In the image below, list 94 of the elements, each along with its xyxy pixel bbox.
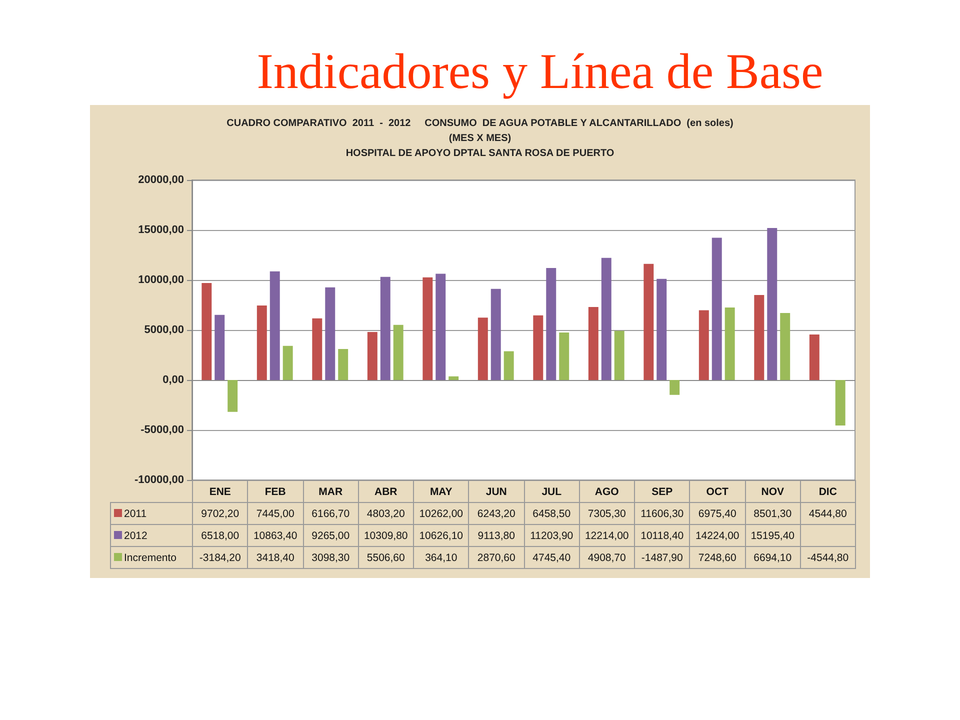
bar	[202, 282, 212, 380]
bar	[835, 380, 846, 426]
bar	[767, 228, 778, 380]
bar	[338, 349, 348, 380]
x-tick-label: OCT	[690, 480, 745, 502]
bar	[644, 264, 654, 380]
x-tick-label: SEP	[634, 480, 690, 502]
x-tick-label: MAY	[414, 480, 469, 502]
bar	[367, 332, 378, 380]
data-label: 14224,00	[690, 524, 745, 546]
bar	[780, 313, 790, 380]
bar	[712, 238, 722, 380]
data-label: -4544,80	[800, 546, 856, 568]
data-label: 2870,60	[468, 546, 524, 568]
bar	[504, 351, 514, 380]
data-label: 6458,50	[524, 502, 580, 524]
bar	[670, 380, 680, 395]
y-tick-label: 20000,00	[138, 174, 184, 186]
data-label: 9265,00	[303, 524, 358, 546]
bar	[325, 287, 336, 380]
chart-title: Indicadores y Línea de Base	[256, 42, 824, 100]
bar	[422, 277, 433, 380]
bar	[228, 380, 238, 412]
data-label: 7305,30	[579, 502, 634, 524]
data-label: 5506,60	[358, 546, 414, 568]
bar	[724, 308, 735, 380]
x-tick-label: AGO	[579, 480, 634, 502]
chart-subtitle: CUADRO COMPARATIVO 2011 - 2012 CONSUMO DE AGUA POTABLE Y ALCANTARILLADO (en soles) (MES X MES) HOSPITAL DE APOYO DPTAL SANTA ROSA DE PUERTO	[226, 117, 734, 161]
data-label: 10626,10	[414, 524, 469, 546]
data-label: 8501,30	[745, 502, 800, 524]
x-tick-label: DIC	[800, 480, 856, 502]
data-label: 364,10	[414, 546, 469, 568]
bar	[656, 278, 667, 380]
data-label: 6975,40	[690, 502, 745, 524]
data-label: 4745,40	[524, 546, 580, 568]
bar	[312, 318, 322, 380]
bar	[490, 288, 501, 380]
data-label: 9702,20	[192, 502, 248, 524]
data-label: 4544,80	[800, 502, 856, 524]
x-tick-label: NOV	[745, 480, 800, 502]
bar	[614, 330, 624, 380]
data-label: 10118,40	[634, 524, 690, 546]
data-label: -1487,90	[634, 546, 690, 568]
legend-label: Incremento	[110, 546, 192, 568]
bar	[698, 310, 709, 380]
y-tick-label: 10000,00	[138, 274, 184, 286]
data-label: 3098,30	[303, 546, 358, 568]
x-tick-label: FEB	[248, 480, 303, 502]
bar	[809, 334, 820, 380]
bar	[270, 271, 280, 380]
x-tick-label: ENE	[192, 480, 248, 502]
bar	[546, 268, 556, 380]
data-label: 3418,40	[248, 546, 303, 568]
bar	[754, 294, 764, 380]
x-tick-label: JUN	[468, 480, 524, 502]
bar	[601, 258, 612, 380]
y-tick-label: -5000,00	[140, 424, 184, 436]
data-label: 4803,20	[358, 502, 414, 524]
y-tick-label: -10000,00	[134, 474, 184, 486]
data-label: 11203,90	[524, 524, 580, 546]
y-tick-label: 0,00	[162, 374, 184, 386]
data-label: 6243,20	[468, 502, 524, 524]
data-label: 10863,40	[248, 524, 303, 546]
bar	[533, 315, 544, 380]
data-label: 6518,00	[192, 524, 248, 546]
bar	[380, 276, 390, 380]
x-tick-label: JUL	[524, 480, 580, 502]
data-label: 6694,10	[745, 546, 800, 568]
data-label: 12214,00	[579, 524, 634, 546]
bar	[478, 318, 488, 380]
x-tick-label: ABR	[358, 480, 414, 502]
bar	[588, 306, 598, 380]
legend-label: 2012	[110, 524, 192, 546]
bar	[282, 346, 293, 380]
bar	[559, 332, 570, 380]
x-tick-label: MAR	[303, 480, 358, 502]
y-tick-label: 15000,00	[138, 224, 184, 236]
data-label: 10262,00	[414, 502, 469, 524]
data-label: 6166,70	[303, 502, 358, 524]
data-label: 7445,00	[248, 502, 303, 524]
data-label: 15195,40	[745, 524, 800, 546]
bar	[448, 376, 459, 380]
bar	[436, 274, 446, 380]
data-label: 4908,70	[579, 546, 634, 568]
data-label: 11606,30	[634, 502, 690, 524]
legend-label: 2011	[110, 502, 192, 524]
bar	[214, 314, 225, 380]
data-label: 7248,60	[690, 546, 745, 568]
bar	[256, 306, 267, 380]
data-label: 9113,80	[468, 524, 524, 546]
data-label: 10309,80	[358, 524, 414, 546]
bar	[393, 324, 404, 380]
data-label: -3184,20	[192, 546, 248, 568]
y-tick-label: 5000,00	[144, 324, 184, 336]
